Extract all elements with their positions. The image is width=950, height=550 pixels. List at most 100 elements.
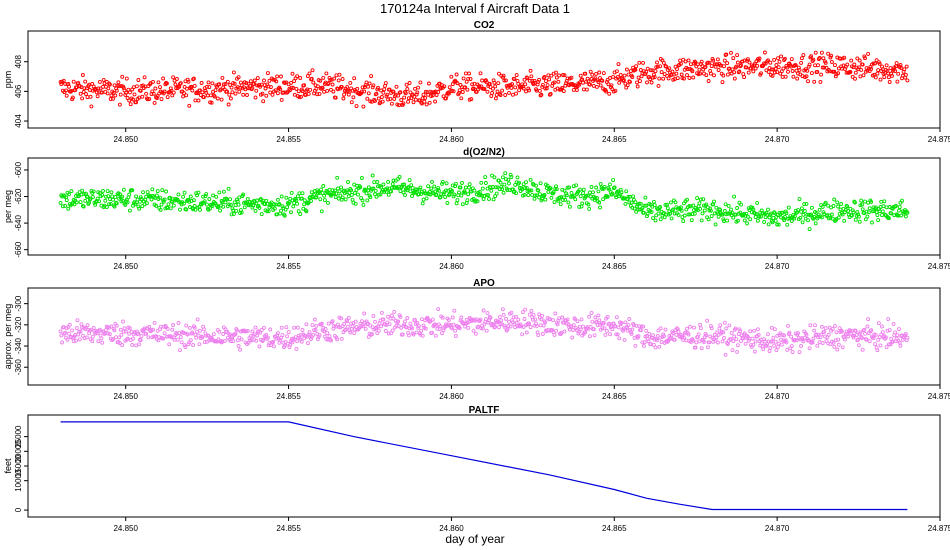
data-point (652, 75, 657, 80)
data-point (895, 79, 900, 84)
data-point (675, 76, 680, 81)
data-point (385, 92, 390, 97)
data-point (105, 189, 110, 194)
data-point (488, 185, 493, 190)
data-point (90, 334, 95, 339)
data-point (208, 93, 213, 98)
data-point (130, 342, 135, 347)
data-point (643, 195, 648, 200)
data-point (420, 101, 424, 106)
data-point (742, 75, 747, 80)
data-point (839, 329, 844, 334)
data-point (308, 87, 313, 92)
data-point (794, 338, 799, 343)
data-point (613, 193, 618, 198)
data-point (231, 211, 236, 216)
data-point (282, 213, 287, 218)
data-point (795, 210, 800, 215)
data-point (779, 69, 784, 74)
data-point (438, 324, 443, 329)
data-point (478, 317, 483, 322)
data-point (71, 79, 76, 84)
data-point (171, 323, 176, 327)
data-point (185, 77, 190, 82)
data-point (732, 70, 737, 75)
data-point (453, 334, 458, 338)
data-point (262, 83, 267, 88)
data-point (497, 315, 502, 320)
data-point (566, 82, 571, 87)
data-point (508, 324, 513, 329)
data-point (209, 100, 214, 105)
data-point (817, 56, 822, 60)
data-point (400, 182, 405, 187)
data-point (319, 187, 323, 192)
data-point (779, 54, 784, 59)
data-point (544, 86, 549, 91)
data-point (638, 68, 643, 72)
data-point (577, 204, 582, 209)
data-point (705, 318, 710, 323)
data-point (205, 84, 209, 89)
data-point (528, 68, 533, 73)
data-point (235, 197, 239, 202)
data-point (358, 185, 363, 190)
data-point (245, 197, 250, 201)
data-point (132, 200, 137, 205)
data-point (869, 199, 874, 204)
data-point (341, 96, 346, 101)
data-point (723, 352, 728, 357)
data-point (296, 209, 301, 214)
data-point (236, 344, 241, 348)
data-point (506, 324, 511, 328)
data-point (799, 60, 804, 65)
data-point (428, 192, 433, 197)
data-point (531, 312, 536, 317)
data-point (283, 339, 288, 344)
data-point (552, 80, 557, 85)
data-point (426, 184, 431, 189)
data-point (495, 185, 500, 190)
data-point (800, 220, 805, 225)
data-point (886, 216, 891, 221)
data-point (184, 86, 189, 91)
panel-paltf-plot (60, 421, 908, 511)
data-point (426, 81, 431, 86)
data-point (730, 67, 735, 72)
data-point (162, 89, 167, 94)
data-point (457, 326, 462, 331)
data-point (376, 85, 380, 90)
data-point (761, 347, 766, 352)
x-tick-label: 24.870 (765, 135, 790, 144)
data-point (302, 202, 307, 207)
data-point (732, 76, 737, 81)
data-point (545, 183, 550, 188)
data-point (546, 73, 551, 78)
data-point (67, 84, 71, 89)
data-point (198, 88, 202, 93)
data-point (762, 339, 767, 344)
data-point (699, 218, 704, 223)
data-point (497, 325, 501, 330)
data-point (697, 201, 702, 206)
data-point (851, 210, 856, 215)
data-point (839, 202, 844, 206)
data-point (219, 97, 224, 102)
data-point (361, 104, 366, 109)
data-point (117, 84, 122, 89)
x-tick-label: 24.875 (928, 262, 950, 271)
data-point (633, 200, 638, 205)
data-point (655, 60, 659, 65)
data-point (634, 64, 639, 69)
data-point (651, 333, 656, 338)
data-point (204, 90, 209, 95)
data-point (268, 85, 273, 90)
data-point (799, 56, 804, 61)
data-point (527, 312, 532, 317)
data-point (196, 98, 201, 103)
data-point (152, 320, 157, 325)
data-point (117, 102, 122, 107)
data-point (406, 333, 411, 338)
data-point (468, 77, 473, 81)
